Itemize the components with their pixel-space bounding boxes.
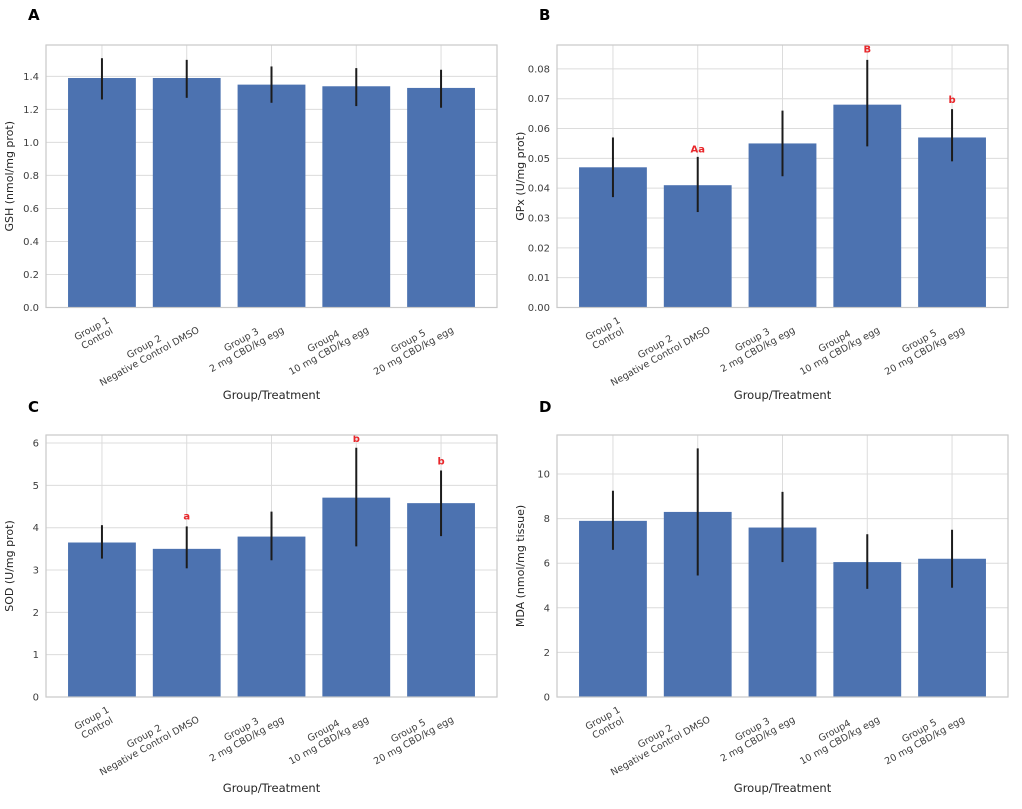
x-axis-label: Group/Treatment	[734, 781, 832, 795]
y-tick-label: 0.00	[528, 303, 550, 314]
bar-1	[579, 520, 647, 697]
y-tick-label: 6	[544, 559, 550, 570]
bar-1	[68, 78, 136, 308]
significance-label: b	[437, 457, 444, 468]
significance-label: Aa	[690, 144, 705, 155]
bar-2	[152, 548, 221, 697]
x-axis-label: Group/Treatment	[734, 388, 832, 402]
x-tick-label: Group 520 mg CBD/kg egg	[367, 705, 456, 768]
bar-3	[237, 536, 306, 697]
y-tick-label: 0.0	[23, 303, 39, 314]
y-tick-label: 0.02	[528, 243, 550, 254]
plot-border	[556, 44, 1009, 309]
y-tick-label: 8	[544, 514, 550, 525]
y-tick-label: 10	[537, 470, 550, 481]
bar-5	[407, 87, 475, 308]
y-axis-label: SOD (U/mg prot)	[3, 520, 16, 611]
y-tick-label: 1.0	[23, 138, 39, 149]
y-tick-label: 0.01	[528, 273, 550, 284]
y-tick-label: 3	[33, 566, 39, 577]
significance-label: b	[948, 95, 955, 106]
y-tick-label: 0	[33, 693, 39, 704]
significance-label: a	[183, 512, 190, 523]
y-axis-label: MDA (nmol/mg tissue)	[514, 505, 527, 627]
y-tick-label: 2	[33, 608, 39, 619]
panel-letter-c: C	[28, 398, 40, 416]
y-tick-label: 0.07	[528, 94, 550, 105]
bar-3	[237, 84, 306, 308]
plot-border	[556, 434, 1009, 698]
gpx-bar-chart: Aa Bb 0.00 0.01 0.02 0.03 0.04 0.05 0.06 0.07 0.08…	[514, 44, 1009, 402]
x-tick-label: Group 32 mg CBD/kg egg	[713, 315, 797, 375]
bar-2	[152, 78, 221, 308]
y-tick-label: 0.8	[23, 171, 39, 182]
sod-bar-chart: a b b 0 1 2 3 4 5 6 SOD (U/mg prot) Group 1Control G…	[3, 434, 498, 795]
mda-bar-chart: 0 2 4 6 8 10 MDA (nmol/mg tissue) Group 1Contro…	[514, 434, 1009, 795]
y-axis-label: GPx (U/mg prot)	[514, 132, 527, 221]
x-tick-label: Group 32 mg CBD/kg egg	[202, 315, 286, 375]
x-tick-label: Group 1Control	[584, 315, 628, 353]
x-tick-label: Group 32 mg CBD/kg egg	[713, 705, 797, 765]
panel-letter-a: A	[28, 6, 40, 24]
panel-mda: D 0 2 4 6 8 10 MDA (nmol/mg tissue) Group 1Cont…	[511, 400, 1022, 809]
y-tick-label: 0.08	[528, 64, 550, 75]
y-tick-label: 1.4	[23, 72, 39, 83]
y-tick-label: 0.05	[528, 154, 550, 165]
x-tick-label: Group410 mg CBD/kg egg	[793, 315, 882, 378]
panel-letter-d: D	[539, 398, 552, 416]
y-tick-label: 4	[33, 523, 39, 534]
x-tick-label: Group 520 mg CBD/kg egg	[878, 315, 967, 378]
y-tick-label: 5	[33, 481, 39, 492]
panel-sod: C a b b 0 1 2 3 4 5 6 SOD (U/mg prot) Group 1Contro…	[0, 400, 511, 809]
x-tick-label: Group 32 mg CBD/kg egg	[202, 705, 286, 765]
x-tick-label: Group410 mg CBD/kg egg	[282, 315, 371, 378]
y-tick-label: 0.03	[528, 214, 550, 225]
y-tick-label: 0.06	[528, 124, 550, 135]
y-tick-label: 0	[544, 693, 550, 704]
significance-label: b	[353, 434, 360, 445]
x-axis-label: Group/Treatment	[223, 388, 321, 402]
y-tick-label: 0.4	[23, 237, 39, 248]
y-tick-label: 0.6	[23, 204, 39, 215]
x-tick-label: Group 520 mg CBD/kg egg	[878, 705, 967, 768]
x-tick-label: Group410 mg CBD/kg egg	[793, 705, 882, 768]
bar-5	[918, 137, 986, 308]
plot-border	[45, 44, 498, 309]
x-axis-label: Group/Treatment	[223, 781, 321, 795]
x-tick-label: Group 520 mg CBD/kg egg	[367, 315, 456, 378]
x-tick-label: Group 1Control	[584, 705, 628, 743]
y-tick-label: 0.04	[528, 184, 550, 195]
significance-label: B	[863, 44, 871, 55]
panel-gsh: A 0.0 0.2 0.4 0.6 0.8 1.0 1.2 1.4 GSH (nmol/mg p…	[0, 0, 511, 404]
y-tick-label: 2	[544, 648, 550, 659]
y-tick-label: 0.2	[23, 270, 39, 281]
x-tick-label: Group 1Control	[73, 315, 117, 353]
y-tick-label: 6	[33, 439, 39, 450]
x-tick-label: Group410 mg CBD/kg egg	[282, 705, 371, 768]
y-tick-label: 4	[544, 603, 550, 614]
plot-border	[45, 434, 498, 698]
y-tick-label: 1	[33, 650, 39, 661]
y-tick-label: 1.2	[23, 105, 39, 116]
bar-1	[68, 542, 136, 697]
gsh-bar-chart: 0.0 0.2 0.4 0.6 0.8 1.0 1.2 1.4 GSH (nmol/mg pro…	[3, 44, 498, 402]
y-axis-label: GSH (nmol/mg prot)	[3, 121, 16, 232]
bar-4	[322, 86, 391, 308]
panel-letter-b: B	[539, 6, 551, 24]
x-tick-label: Group 1Control	[73, 705, 117, 743]
